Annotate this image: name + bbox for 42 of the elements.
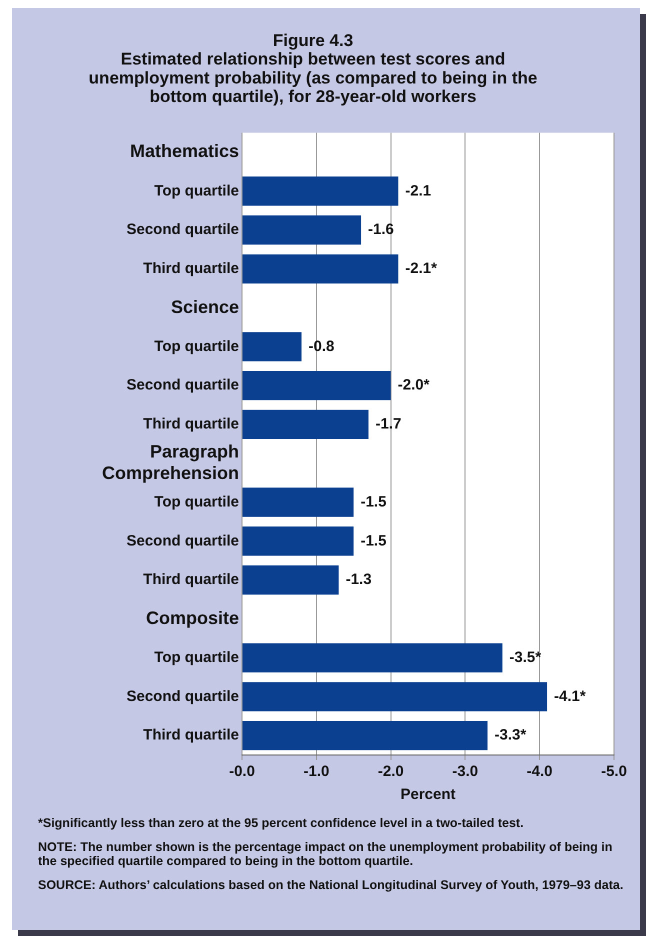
data-label: -1.5 (360, 532, 386, 550)
data-label: -1.5 (360, 493, 386, 510)
x-axis-title: Percent (400, 786, 456, 804)
text: Figure 4.3 (272, 31, 354, 50)
data-label: -0.8 (308, 338, 334, 355)
data-label: -2.0* (398, 376, 430, 394)
text: unemployment probability (as compared to being in the (88, 68, 538, 88)
y-tick-label: Second quartile (126, 221, 239, 238)
data-label: -3.3* (494, 726, 526, 744)
x-tick-label: -0.0 (229, 763, 255, 780)
y-tick-label: Third quartile (143, 416, 239, 433)
y-tick-label: Top quartile (154, 338, 239, 355)
source-note: SOURCE: Authors’ calculations based on the National Longitudinal Survey of Youth, 1979–93 data. (38, 878, 624, 892)
x-tick-label: -2.0 (378, 763, 404, 780)
y-tick-label: Top quartile (154, 182, 239, 200)
y-tick-label: Second quartile (126, 532, 239, 550)
y-tick-label: Second quartile (126, 688, 239, 705)
x-tick-label: -5.0 (601, 763, 627, 780)
y-tick-label: Science (170, 296, 239, 317)
x-tick-label: -1.0 (303, 763, 330, 780)
y-tick-label: Top quartile (154, 648, 239, 666)
y-tick-label: Composite (146, 608, 239, 628)
y-tick-label: Second quartile (126, 376, 239, 394)
y-tick-label: Mathematics (130, 141, 239, 162)
data-label: -4.1* (554, 688, 586, 705)
text: Estimated relationship between test scores and (120, 50, 506, 69)
text: *Significantly less than zero at the 95 percent confidence level in a two-tailed test. (38, 816, 525, 830)
data-label: -2.1* (405, 260, 438, 278)
y-tick-label: Paragraph Comprehension (102, 442, 239, 484)
text: bottom quartile), for 28-year-old workers (150, 87, 476, 106)
y-tick-label: Third quartile (143, 726, 239, 744)
text: NOTE: The number shown is the percentage impact on the unemployment probability of being in the specified quartile compared to being in the bottom quartile. (38, 840, 614, 868)
data-label: -1.3 (346, 571, 372, 588)
y-tick-label: Third quartile (143, 260, 239, 278)
data-label: -1.7 (375, 416, 402, 433)
x-tick-label: -3.0 (452, 763, 478, 780)
data-label: -3.5* (509, 648, 542, 666)
y-tick-label: Third quartile (143, 571, 239, 588)
x-tick-label: -4.0 (526, 763, 553, 780)
data-label: -1.6 (368, 221, 394, 238)
y-tick-label: Top quartile (154, 493, 239, 510)
data-label: -2.1 (405, 182, 432, 200)
